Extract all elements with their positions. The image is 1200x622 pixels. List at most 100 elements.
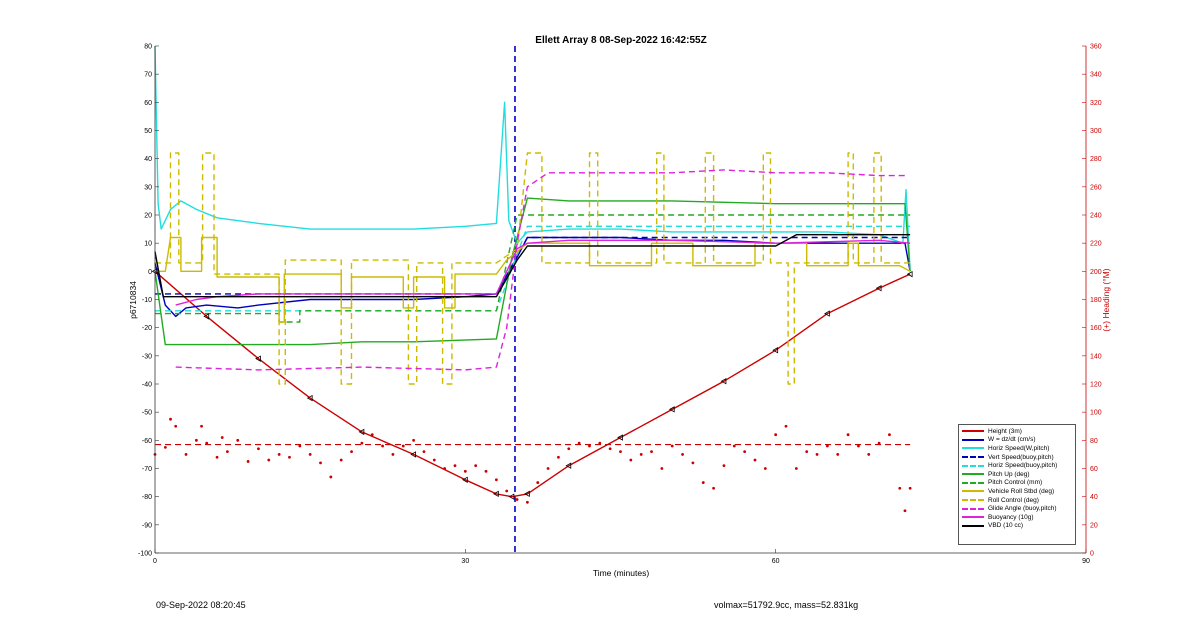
heading-point (712, 486, 715, 490)
heading-point (432, 458, 436, 462)
height-marker (462, 476, 468, 483)
y2-tick-label: 340 (1090, 72, 1102, 79)
y2-tick-label: 20 (1090, 522, 1098, 529)
heading-point (598, 441, 602, 445)
legend-swatch (962, 473, 984, 476)
height-marker (203, 313, 210, 320)
heading-point (422, 450, 426, 453)
axes-layer: -100-90-80-70-60-50-40-30-20-10010203040… (138, 44, 1102, 566)
height-marker (306, 394, 313, 402)
legend-label: Horiz Speed(W,pitch) (988, 444, 1050, 452)
y-tick-label: -60 (142, 438, 152, 445)
y-tick-label: 50 (144, 128, 152, 135)
legend-item: Pitch Control (mm) (962, 479, 1072, 488)
heading-point (546, 467, 550, 470)
heading-point (226, 450, 229, 453)
legend-label: Roll Control (deg) (988, 496, 1039, 504)
legend-swatch (962, 456, 984, 459)
heading-point (412, 438, 416, 442)
heading-point (774, 433, 778, 437)
y2-tick-label: 160 (1090, 325, 1102, 332)
legend-swatch (962, 447, 984, 450)
y2-tick-label: 120 (1090, 382, 1102, 389)
y-tick-label: 10 (144, 241, 152, 248)
legend-item: Vehicle Roll Stbd (deg) (962, 487, 1072, 496)
height-marker (255, 355, 261, 362)
y-tick-label: 0 (148, 269, 152, 276)
y-tick-label: -10 (142, 297, 152, 304)
y-tick-label: -80 (142, 494, 152, 501)
heading-point (205, 441, 209, 445)
heading-point (174, 424, 178, 428)
heading-point (784, 424, 788, 428)
y2-tick-label: 40 (1090, 494, 1098, 501)
height-marker (824, 310, 830, 317)
heading-point (577, 441, 581, 445)
legend-item: Height (3m) (962, 427, 1072, 436)
chart-title: Ellett Array 8 08-Sep-2022 16:42:55Z (535, 35, 706, 46)
legend-swatch (962, 438, 984, 441)
legend-label: Vehicle Roll Stbd (deg) (988, 487, 1055, 495)
heading-point (629, 458, 633, 462)
heading-point (898, 486, 902, 490)
y-tick-label: -40 (142, 382, 152, 389)
x-tick-label: 90 (1082, 558, 1090, 565)
legend-item: Buoyancy (10g) (962, 513, 1072, 522)
heading-point (443, 467, 447, 470)
heading-point (588, 444, 591, 448)
y-tick-label: -90 (142, 522, 152, 529)
heading-point (277, 453, 281, 456)
y2-tick-label: 100 (1090, 410, 1102, 417)
heading-point (639, 453, 643, 456)
heading-point (691, 461, 695, 465)
series-line-vbd-10-cc (154, 234, 911, 298)
heading-point (650, 450, 653, 453)
heading-point (732, 444, 736, 448)
legend-swatch (962, 524, 984, 527)
heading-point (908, 486, 912, 490)
y2-tick-label: 300 (1090, 128, 1102, 135)
heading-point (288, 455, 291, 459)
x-axis-label: Time (minutes) (593, 568, 650, 578)
heading-point (660, 467, 664, 470)
legend-item: Vert Speed(buoy,pitch) (962, 453, 1072, 462)
y2-tick-label: 180 (1090, 297, 1102, 304)
heading-point (298, 444, 302, 448)
heading-point (484, 469, 488, 473)
heading-point (867, 453, 871, 456)
heading-point (903, 509, 907, 513)
x-tick-label: 30 (461, 558, 469, 565)
legend-swatch (962, 481, 984, 484)
footer-timestamp: 09-Sep-2022 08:20:45 (156, 600, 246, 610)
y-tick-label: -100 (138, 551, 152, 558)
heading-point (370, 433, 374, 437)
x-tick-label: 60 (772, 558, 780, 565)
legend-label: Glide Angle (buoy,pitch) (988, 505, 1057, 513)
height-marker (720, 378, 727, 385)
chart-legend: Height (3m) W = dz/dt (cm/s) Horiz Speed(W… (958, 424, 1076, 545)
y-tick-label: 80 (144, 44, 152, 51)
y2-tick-label: 200 (1090, 269, 1102, 276)
legend-swatch (962, 430, 984, 433)
legend-item: Pitch Up (deg) (962, 470, 1072, 479)
heading-point (515, 498, 519, 501)
heading-point (308, 453, 312, 456)
height-marker (524, 490, 530, 498)
x-tick-label: 0 (153, 558, 157, 565)
heading-point (257, 447, 260, 451)
heading-point (163, 445, 167, 449)
y-tick-label: 60 (144, 100, 152, 107)
legend-swatch (962, 464, 984, 467)
legend-label: Height (3m) (988, 427, 1022, 435)
height-marker (617, 434, 623, 441)
series-line-horiz-speed-w-pitch (154, 45, 911, 272)
y2-tick-label: 0 (1090, 551, 1094, 558)
heading-point (794, 467, 798, 470)
heading-point (836, 453, 840, 456)
legend-label: Pitch Up (deg) (988, 470, 1030, 478)
heading-point (236, 438, 240, 442)
height-marker (565, 462, 572, 469)
y-tick-label: -30 (142, 353, 152, 360)
heading-point (381, 444, 384, 448)
height-marker (906, 270, 913, 278)
